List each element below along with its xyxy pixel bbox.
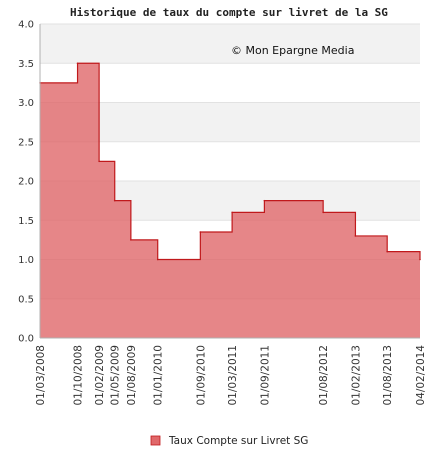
y-tick-label: 1.0: [18, 255, 34, 266]
grid-band: [40, 102, 420, 142]
series-point: [76, 62, 79, 65]
axes: [39, 24, 420, 339]
series-point: [156, 258, 159, 261]
series-point: [113, 199, 116, 202]
series-point: [263, 199, 266, 202]
y-tick-label: 0.5: [18, 294, 34, 305]
series-area: [40, 63, 420, 338]
x-tick-label: 01/02/2009: [94, 345, 106, 406]
legend: Taux Compte sur Livret SG: [150, 435, 308, 447]
series-point: [386, 250, 388, 253]
series-point: [231, 211, 233, 214]
x-tick-label: 04/02/2014: [415, 345, 427, 406]
x-axis-ticks: 01/03/2008 01/10/2008 01/02/2009 01/05/2009…: [35, 345, 427, 406]
series-point: [130, 239, 132, 241]
series-point: [354, 235, 357, 237]
x-tick-label: 01/08/2012: [318, 345, 330, 406]
x-tick-label: 01/08/2013: [382, 345, 394, 406]
y-axis-ticks: 0.0 0.5 1.0 1.5 2.0 2.5 3.0 3.5 4.0: [18, 20, 34, 345]
y-tick-label: 1.5: [18, 216, 34, 227]
x-tick-label: 01/10/2008: [73, 345, 85, 406]
x-tick-label: 01/09/2011: [259, 345, 271, 406]
series-point: [98, 160, 100, 163]
y-tick-label: 0.0: [18, 334, 34, 345]
watermark-annotation: © Mon Epargne Media: [231, 44, 354, 57]
x-tick-label: 01/02/2013: [350, 345, 362, 406]
x-tick-label: 01/03/2011: [227, 345, 239, 406]
y-tick-label: 3.5: [18, 59, 34, 70]
x-tick-label: 01/08/2009: [126, 345, 138, 406]
legend-swatch: [150, 435, 161, 446]
y-tick-label: 2.5: [18, 137, 34, 148]
y-tick-label: 2.0: [18, 177, 34, 188]
x-tick-label: 01/05/2009: [110, 345, 122, 406]
series-point: [199, 231, 202, 233]
legend-label: Taux Compte sur Livret SG: [168, 435, 308, 447]
x-tick-label: 01/09/2010: [195, 345, 207, 406]
y-tick-label: 3.0: [18, 98, 34, 109]
x-tick-label: 01/01/2010: [153, 345, 165, 406]
x-tick-label: 01/03/2008: [35, 345, 47, 406]
y-tick-label: 4.0: [18, 20, 34, 31]
chart-title: Historique de taux du compte sur livret …: [70, 6, 388, 19]
grid-band: [40, 24, 420, 64]
series-point: [322, 211, 324, 214]
series-point: [419, 258, 421, 261]
